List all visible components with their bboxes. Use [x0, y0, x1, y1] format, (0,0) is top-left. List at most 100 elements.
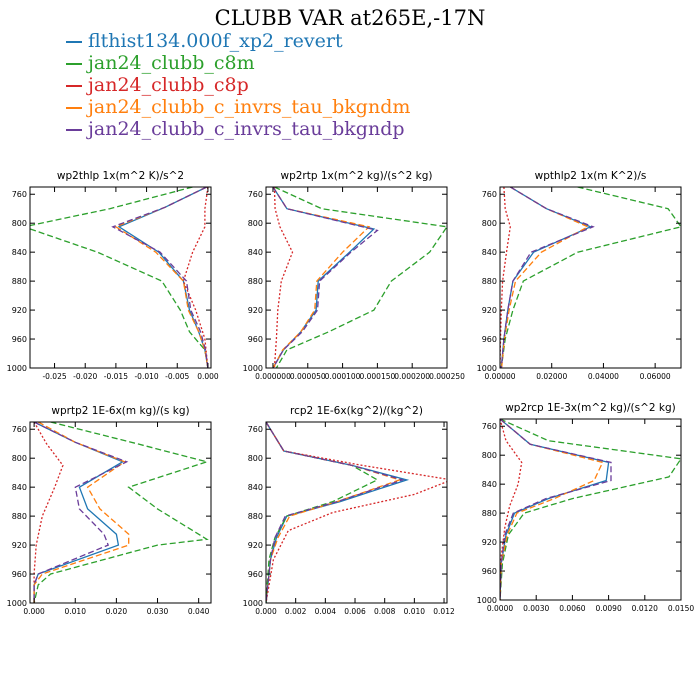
panel-4-ytick-label-2: 840 [248, 483, 263, 492]
legend-line-1 [66, 63, 82, 65]
legend-item-0: flthist134.000f_xp2_revert [66, 30, 343, 52]
legend-label-3: jan24_clubb_c_invrs_tau_bkgndm [88, 96, 411, 118]
panel-2-ytick-label-3: 880 [482, 277, 497, 286]
panel-3-xtick-label-3: 0.030 [147, 607, 169, 616]
legend-item-1: jan24_clubb_c8m [66, 52, 255, 74]
panel-3-ytick-label-4: 920 [12, 541, 27, 550]
panel-2: wpthlp2 1x(m K^2)/s 760 800 840 880 920 960 100… [477, 170, 682, 381]
panel-3-series-2 [33, 422, 64, 603]
panel-0-xtick-label-2: -0.015 [104, 372, 128, 381]
panel-4-xtick-label-6: 0.012 [433, 607, 455, 616]
panel-1-xtick-label-2: 0.000100 [325, 372, 361, 381]
panel-5-ytick-label-0: 760 [482, 422, 497, 431]
panel-frame-4 [265, 421, 448, 604]
panel-title-0: wp2thlp 1x(m^2 K)/s^2 [57, 170, 184, 182]
panel-4-ytick-label-3: 880 [248, 512, 263, 521]
panel-3: wprtp2 1E-6x(m kg)/(s kg) 760 800 840 880 920… [7, 405, 212, 616]
panel-3-xtick-label-2: 0.020 [106, 607, 128, 616]
panel-5-ytick-label-2: 840 [482, 480, 497, 489]
panel-0-ytick-label-5: 960 [12, 335, 27, 344]
panel-5-xtick-label-3: 0.0090 [595, 604, 621, 613]
panel-3-series-4 [33, 422, 129, 603]
panel-title-4: rcp2 1E-6x(kg^2)/(kg^2) [290, 405, 423, 417]
panel-4-ytick-label-0: 760 [248, 425, 263, 434]
panel-2-ytick-label-2: 840 [482, 248, 497, 257]
panel-2-series-1 [500, 187, 681, 368]
panel-0-ytick-label-3: 880 [12, 277, 27, 286]
panel-1-ytick-label-5: 960 [248, 335, 263, 344]
panel-0-xtick-label-5: 0.000 [197, 372, 219, 381]
panel-5-xtick-label-4: 0.0120 [632, 604, 658, 613]
panel-5-series-4 [500, 419, 612, 600]
panel-4-xtick-label-2: 0.004 [315, 607, 337, 616]
panel-3-ytick-label-6: 1000 [7, 599, 27, 608]
panel-0-ytick-label-2: 840 [12, 248, 27, 257]
panel-5-xtick-label-0: 0.0000 [487, 604, 513, 613]
panel-4-xtick-label-5: 0.010 [404, 607, 426, 616]
panel-1-ytick-label-3: 880 [248, 277, 263, 286]
legend-label-0: flthist134.000f_xp2_revert [88, 30, 343, 52]
panel-title-1: wp2rtp 1x(m^2 kg)/(s^2 kg) [280, 170, 432, 182]
panel-4-xtick-label-3: 0.006 [344, 607, 366, 616]
panel-0-series-2 [182, 187, 209, 368]
panel-3-series-1 [33, 422, 210, 603]
panel-frame-0 [29, 186, 212, 369]
panel-0-series-0 [117, 187, 209, 368]
panel-1-series-2 [273, 187, 294, 368]
panel-0-ytick-label-0: 760 [12, 190, 27, 199]
panel-title-5: wp2rcp 1E-3x(m^2 kg)/(s^2 kg) [505, 402, 676, 414]
panel-1-ytick-label-4: 920 [248, 306, 263, 315]
panel-title-2: wpthlp2 1x(m K^2)/s [535, 170, 647, 182]
legend-line-2 [66, 85, 82, 87]
panel-0-ytick-label-4: 920 [12, 306, 27, 315]
panel-5-ytick-label-1: 800 [482, 451, 497, 460]
panel-2-ytick-label-0: 760 [482, 190, 497, 199]
panel-4-xtick-label-0: 0.000 [255, 607, 277, 616]
panel-0-series-3 [114, 187, 209, 368]
panel-5-ytick-label-5: 960 [482, 567, 497, 576]
panel-0-ytick-label-6: 1000 [7, 364, 27, 373]
panel-2-series-4 [500, 187, 595, 368]
panel-0: wp2thlp 1x(m^2 K)/s^2 760 800 840 880 920 960 1… [7, 170, 219, 381]
panel-5-xtick-label-2: 0.0060 [559, 604, 585, 613]
panel-2-xtick-label-2: 0.04000 [588, 372, 619, 381]
panel-4-series-3 [266, 422, 402, 603]
panel-4-series-0 [266, 422, 410, 603]
legend-label-2: jan24_clubb_c8p [88, 74, 249, 96]
panel-4-series-4 [266, 422, 405, 603]
panel-frame-5 [499, 418, 682, 601]
panel-3-series-0 [33, 422, 125, 603]
panel-2-series-2 [500, 187, 511, 368]
figure-title: CLUBB VAR at265E,-17N [214, 6, 486, 30]
panel-frame-1 [265, 186, 448, 369]
panel-4-ytick-label-5: 960 [248, 570, 263, 579]
panel-0-xtick-label-3: -0.010 [134, 372, 158, 381]
panel-3-ytick-label-3: 880 [12, 512, 27, 521]
panel-0-ytick-label-1: 800 [12, 219, 27, 228]
panel-1-xtick-label-3: 0.000150 [359, 372, 395, 381]
panel-4-series-2 [266, 422, 447, 603]
panel-1-series-3 [272, 187, 371, 368]
panel-1-series-4 [272, 187, 379, 368]
panel-4-ytick-label-6: 1000 [243, 599, 263, 608]
panel-3-ytick-label-0: 760 [12, 425, 27, 434]
legend-line-3 [66, 107, 82, 109]
panel-2-ytick-label-1: 800 [482, 219, 497, 228]
panel-3-ytick-label-5: 960 [12, 570, 27, 579]
panel-5-xtick-label-1: 0.0030 [523, 604, 549, 613]
panel-1-ytick-label-0: 760 [248, 190, 263, 199]
panel-2-ytick-label-6: 1000 [477, 364, 497, 373]
panel-1-ytick-label-6: 1000 [243, 364, 263, 373]
panel-frame-3 [29, 421, 212, 604]
panel-title-3: wprtp2 1E-6x(m kg)/(s kg) [51, 405, 189, 417]
panel-4-ytick-label-1: 800 [248, 454, 263, 463]
legend-item-4: jan24_clubb_c_invrs_tau_bkgndp [66, 118, 405, 140]
panel-5-series-1 [500, 419, 681, 600]
panel-2-ytick-label-4: 920 [482, 306, 497, 315]
panel-2-xtick-label-0: 0.00000 [484, 372, 515, 381]
panel-5-ytick-label-6: 1000 [477, 596, 497, 605]
panel-0-xtick-label-0: -0.025 [42, 372, 66, 381]
panel-5-ytick-label-3: 880 [482, 509, 497, 518]
panel-3-series-3 [33, 422, 130, 603]
